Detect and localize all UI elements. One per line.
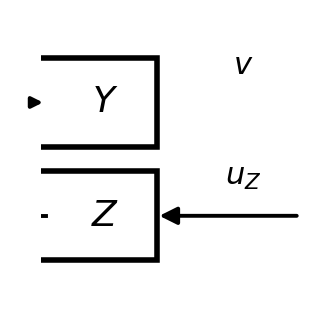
Text: $u_Z$: $u_Z$ [225,161,261,192]
Text: $Y$: $Y$ [92,85,118,119]
Text: $v$: $v$ [233,50,253,81]
Bar [28,172,156,260]
Bar [28,58,156,147]
Text: $Z$: $Z$ [91,199,119,233]
